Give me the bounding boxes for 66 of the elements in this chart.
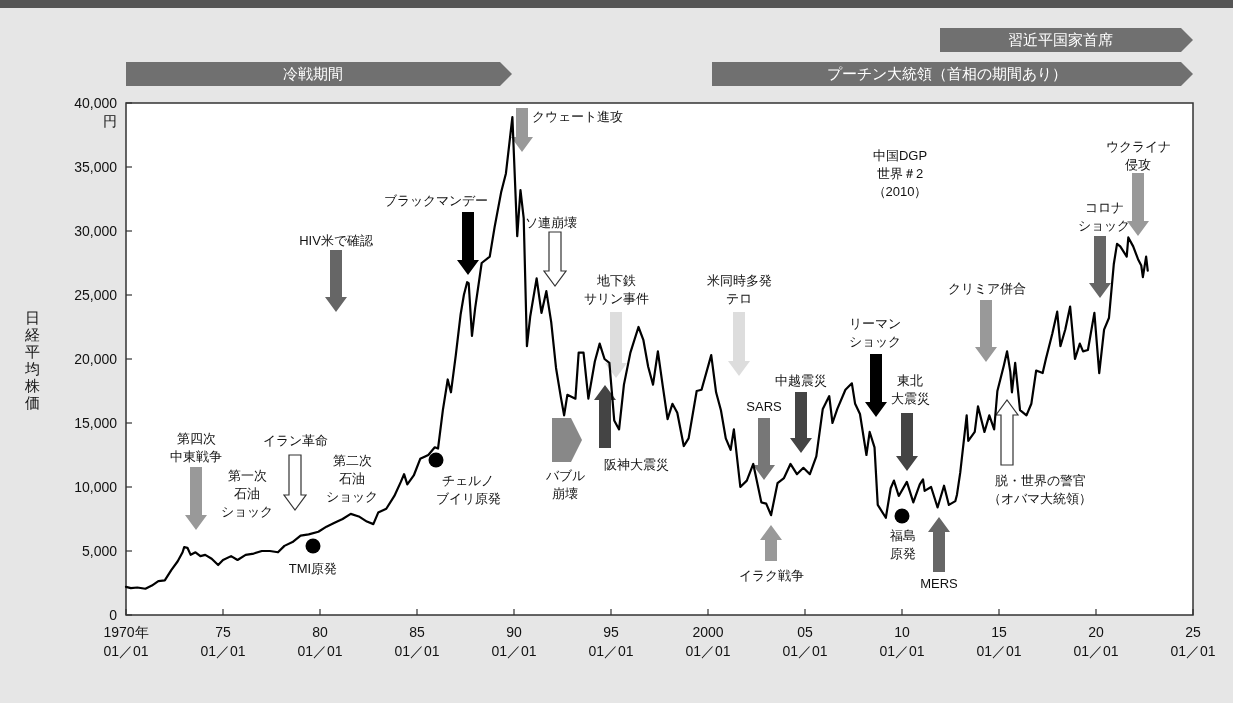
annotation: チェルノブイリ原発 <box>428 452 501 506</box>
annotation: 東北大震災 <box>890 373 930 471</box>
y-tick-label: 25,000 <box>74 287 118 303</box>
annotation: クウェート進攻 <box>532 109 623 124</box>
y-tick-label: 40,000 円 <box>74 95 118 129</box>
annotation: イラク戦争 <box>738 568 804 583</box>
annotation: イラク戦争 <box>738 525 804 583</box>
y-tick-label: 5,000 <box>81 543 118 559</box>
annotation: HIV米で確認 <box>299 233 373 312</box>
annotation: 米同時多発テロ <box>706 273 772 376</box>
annotation: クリミア併合 <box>948 281 1026 362</box>
annotation: 第四次中東戦争 <box>170 431 222 464</box>
annotation: イラン革命 <box>262 433 328 448</box>
annotation: 地下鉄サリン事件 <box>583 273 649 378</box>
annotation: クウェート進攻 <box>511 108 623 152</box>
annotation: 阪神大震災 <box>603 457 669 472</box>
annotation: SARS <box>746 399 783 414</box>
x-tick-label: 85 01／01 <box>394 624 440 659</box>
annotation: ブラックマンデー <box>384 193 488 275</box>
annotation: 米同時多発テロ <box>706 273 772 306</box>
text: プーチン大統領（首相の期間あり） <box>826 65 1067 82</box>
annotation: ソ連崩壊 <box>525 215 577 230</box>
annotation: TMI原発 <box>288 538 338 576</box>
annotation: 脱・世界の警官（オバマ大統領） <box>988 399 1092 506</box>
x-tick-label: 20 01／01 <box>1073 624 1119 659</box>
annotation: MERS <box>920 517 958 591</box>
annotation: HIV米で確認 <box>299 233 373 248</box>
annotation: 第二次石油ショック <box>326 453 378 504</box>
annotation: 脱・世界の警官（オバマ大統領） <box>988 473 1092 506</box>
x-tick-label: 05 01／01 <box>782 624 828 659</box>
annotation: コロナショック <box>1078 200 1130 298</box>
y-tick-label: 35,000 <box>74 159 118 175</box>
x-tick-label: 15 01／01 <box>976 624 1022 659</box>
y-axis-title: 日経平均株価 <box>23 308 40 411</box>
y-tick-label: 20,000 <box>74 351 118 367</box>
annotation: 福島原発 <box>890 508 916 561</box>
annotation: ブラックマンデー <box>384 193 488 208</box>
x-tick-label: 75 01／01 <box>200 624 246 659</box>
annotation: SARS <box>746 399 782 480</box>
annotation: ソ連崩壊 <box>525 215 577 287</box>
text: 冷戦期間 <box>283 65 343 82</box>
x-tick-label: 90 01／01 <box>491 624 537 659</box>
annotation: コロナショック <box>1078 200 1130 233</box>
x-tick-label: 95 01／01 <box>588 624 634 659</box>
annotation: 中国DGP世界＃2（2010） <box>872 148 928 199</box>
x-tick-label: 1970年 01／01 <box>103 624 149 659</box>
annotation: バブル崩壊 <box>544 468 585 501</box>
annotation: クリミア併合 <box>948 281 1026 296</box>
annotation: 東北大震災 <box>890 373 930 406</box>
x-tick-label: 10 01／01 <box>879 624 925 659</box>
y-tick-label: 10,000 <box>74 479 118 495</box>
y-tick-label: 30,000 <box>74 223 118 239</box>
x-tick-label: 2000 01／01 <box>685 624 731 659</box>
y-tick-label: 0 <box>109 607 118 623</box>
text: 習近平国家首席 <box>1008 31 1113 48</box>
annotation: 第四次中東戦争 <box>170 431 222 530</box>
annotation: バブル崩壊 <box>545 418 585 501</box>
annotation: 阪神大震災 <box>594 385 669 472</box>
x-tick-label: 80 01／01 <box>297 624 343 659</box>
annotation: 地下鉄サリン事件 <box>583 273 649 306</box>
annotation: MERS <box>920 576 959 591</box>
annotation: チェルノブイリ原発 <box>435 473 501 506</box>
y-tick-label: 15,000 <box>74 415 118 431</box>
annotation: 福島原発 <box>890 528 916 561</box>
x-tick-label: 25 01／01 <box>1170 624 1216 659</box>
annotation: TMI原発 <box>288 561 338 576</box>
